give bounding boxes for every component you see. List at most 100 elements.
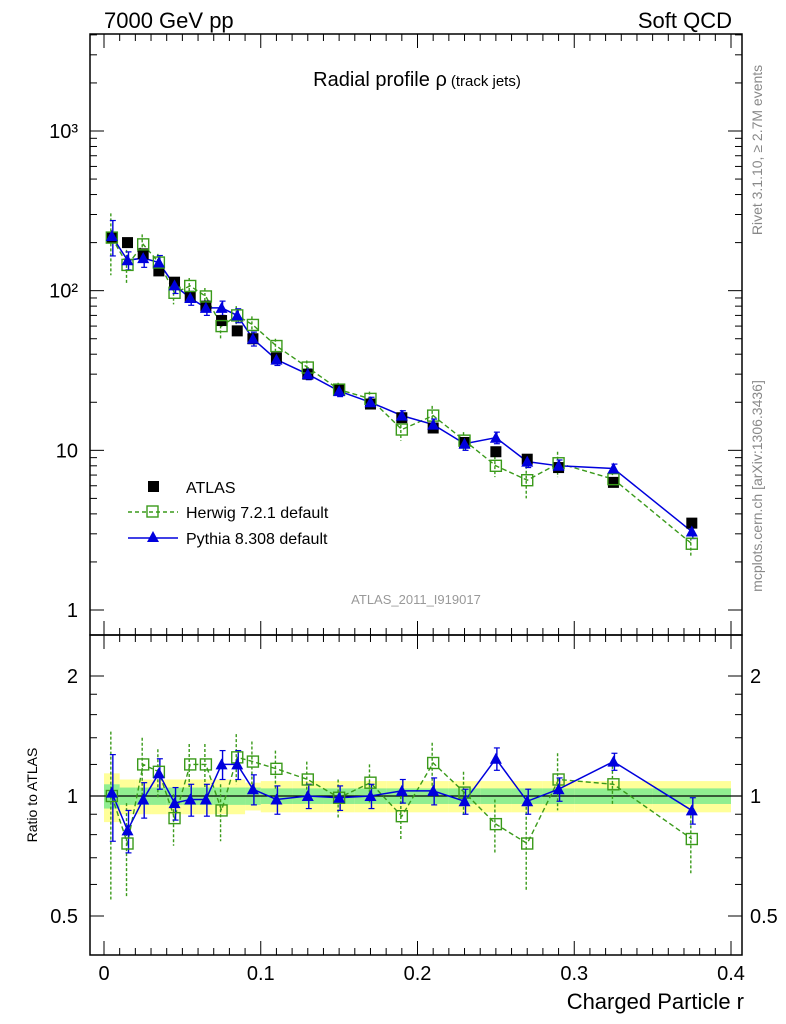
ratio-herwig-point bbox=[168, 811, 181, 825]
ratio-pythia-point bbox=[152, 767, 165, 779]
ratio-xtick-label: 0.1 bbox=[247, 963, 275, 985]
mcplots-label: mcplots.cern.ch [arXiv:1306.3436] bbox=[749, 380, 765, 592]
chart-title-sub: (track jets) bbox=[451, 73, 521, 90]
ratio-pythia-point bbox=[552, 783, 565, 795]
pythia-point bbox=[364, 396, 377, 408]
ratio-xtick-label: 0.2 bbox=[404, 963, 432, 985]
ratio-frame bbox=[89, 634, 743, 956]
pythia-point bbox=[333, 385, 346, 397]
pythia-point bbox=[427, 418, 440, 430]
herwig-point bbox=[246, 318, 260, 332]
pythia-point bbox=[215, 301, 228, 313]
chart-title: Radial profile ρ (track jets) bbox=[313, 69, 521, 91]
pythia-point bbox=[152, 256, 165, 268]
pythia-point bbox=[168, 279, 181, 291]
atlas-point bbox=[686, 517, 698, 529]
ratio-ytick-label: 1 bbox=[67, 786, 78, 808]
ratio-herwig-point bbox=[270, 762, 283, 776]
ratio-pythia-line bbox=[111, 757, 693, 833]
pythia-point bbox=[231, 309, 244, 321]
ratio-pythia-point bbox=[489, 752, 502, 764]
ratio-panel: 0.5 0.5 1 1 2 2 0 0.1 0.2 0.3 0.4 Ratio to ATLAS C… bbox=[24, 634, 778, 1014]
ratio-herwig-line bbox=[111, 756, 693, 847]
herwig-point bbox=[215, 319, 228, 333]
ratio-pythia-point bbox=[246, 783, 259, 795]
main-data-points bbox=[105, 213, 699, 557]
ratio-xtick-label: 0.4 bbox=[717, 963, 745, 985]
ratio-xtick-label: 0.3 bbox=[560, 963, 588, 985]
ratio-pythia-point bbox=[121, 824, 134, 836]
main-ytick-label: 10² bbox=[49, 281, 78, 303]
x-axis-label: Charged Particle r bbox=[567, 989, 744, 1014]
ratio-herwig-point bbox=[215, 804, 228, 817]
pythia-point bbox=[105, 229, 118, 241]
ratio-herwig-point bbox=[136, 758, 150, 771]
main-axis-ticks: 1 10 10² 10³ bbox=[49, 34, 742, 635]
atlas-point bbox=[231, 325, 243, 337]
pythia-point bbox=[458, 437, 471, 449]
ratio-pythia-point bbox=[137, 793, 150, 805]
herwig-point bbox=[199, 290, 213, 303]
header-left: 7000 GeV pp bbox=[104, 8, 234, 33]
rivet-label: Rivet 3.1.10, ≥ 2.7M events bbox=[749, 65, 765, 235]
pythia-point bbox=[489, 431, 502, 443]
ratio-herwig-point bbox=[426, 756, 440, 770]
ratio-herwig-point bbox=[685, 832, 699, 846]
herwig-point bbox=[489, 459, 503, 473]
legend-atlas-label: ATLAS bbox=[186, 480, 236, 497]
ratio-pythia-point bbox=[458, 795, 471, 807]
chart-title-main: Radial profile bbox=[313, 69, 435, 91]
atlas-point bbox=[122, 237, 134, 249]
main-panel: 1 10 10² 10³ Radial profile ρ (track jets) A… bbox=[49, 33, 743, 636]
ratio-pythia-point bbox=[427, 784, 440, 796]
ratio-pythia-point bbox=[199, 793, 212, 805]
pythia-point bbox=[607, 462, 620, 474]
main-ytick-label: 10³ bbox=[49, 121, 78, 143]
ratio-axis-ticks: 0.5 0.5 1 1 2 2 0 0.1 0.2 0.3 0.4 bbox=[50, 635, 778, 985]
ratio-xtick-label: 0 bbox=[98, 963, 109, 985]
pythia-point bbox=[552, 459, 565, 471]
ratio-pythia-point bbox=[215, 758, 228, 770]
ratio-herwig-point bbox=[364, 776, 377, 789]
ratio-herwig-point bbox=[607, 778, 620, 791]
atlas-point bbox=[490, 446, 502, 458]
atlas-point bbox=[153, 265, 165, 277]
pythia-point bbox=[395, 409, 408, 421]
herwig-point bbox=[184, 279, 197, 293]
ratio-ytick-label: 0.5 bbox=[50, 906, 78, 928]
pythia-point bbox=[685, 525, 698, 537]
header-right: Soft QCD bbox=[638, 8, 732, 33]
ratio-pythia-point bbox=[395, 784, 408, 796]
herwig-point bbox=[521, 474, 534, 487]
ratio-pythia-point bbox=[184, 793, 197, 805]
ratio-herwig-point bbox=[521, 837, 534, 850]
main-ytick-label: 1 bbox=[67, 600, 78, 622]
pythia-point bbox=[521, 455, 534, 467]
pythia-point bbox=[121, 254, 134, 266]
legend: ATLAS Herwig 7.2.1 default Pythia 8.308 … bbox=[128, 480, 329, 548]
pythia-point bbox=[184, 291, 197, 303]
pythia-point bbox=[301, 368, 314, 380]
pythia-point bbox=[199, 301, 212, 313]
herwig-point bbox=[136, 238, 150, 251]
pythia-point bbox=[246, 332, 259, 344]
ratio-pythia-point bbox=[231, 758, 244, 770]
ratio-ytick-label-right: 0.5 bbox=[750, 906, 778, 928]
ratio-ytick-label: 2 bbox=[67, 666, 78, 688]
ratio-pythia-point bbox=[685, 804, 698, 816]
ratio-pythia-point bbox=[270, 793, 283, 805]
atlas-point bbox=[607, 476, 619, 488]
ratio-herwig-point bbox=[184, 758, 197, 771]
ratio-herwig-point bbox=[246, 755, 260, 768]
herwig-line bbox=[111, 237, 693, 545]
herwig-point bbox=[607, 472, 620, 486]
pythia-line bbox=[111, 235, 693, 533]
herwig-point bbox=[395, 423, 409, 436]
analysis-id: ATLAS_2011_I919017 bbox=[351, 592, 481, 607]
ratio-herwig-point bbox=[301, 773, 314, 786]
ratio-pythia-point bbox=[105, 786, 118, 798]
herwig-point bbox=[270, 339, 283, 353]
ratio-herwig-point bbox=[199, 758, 213, 771]
legend-atlas-marker bbox=[148, 481, 159, 492]
